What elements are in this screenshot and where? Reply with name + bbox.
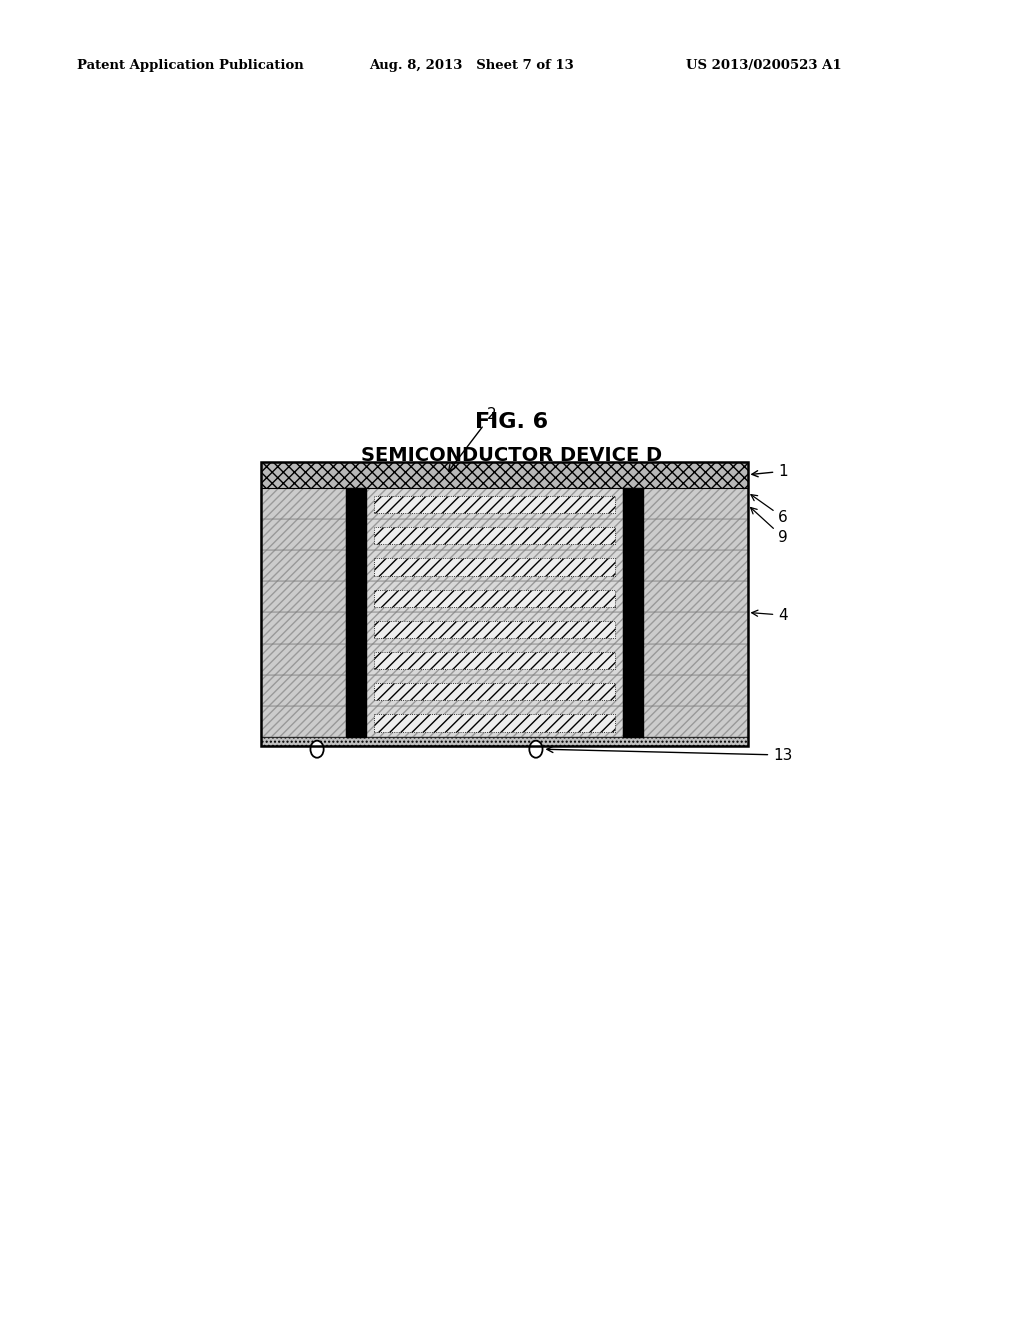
Text: 6: 6 (751, 495, 788, 525)
Bar (261, 462, 748, 746)
Bar (643, 487, 748, 519)
Text: US 2013/0200523 A1: US 2013/0200523 A1 (686, 59, 842, 73)
Bar (643, 644, 748, 675)
Bar (261, 519, 346, 550)
Bar (346, 487, 366, 738)
Bar (374, 558, 615, 576)
Text: Aug. 8, 2013   Sheet 7 of 13: Aug. 8, 2013 Sheet 7 of 13 (369, 59, 573, 73)
Bar (643, 581, 748, 612)
Bar (624, 487, 643, 738)
Bar (374, 527, 615, 544)
Bar (261, 581, 346, 612)
Bar (643, 550, 748, 581)
Bar (261, 462, 748, 487)
Bar (261, 550, 346, 581)
Text: FIG. 6: FIG. 6 (475, 412, 549, 433)
Bar (366, 706, 624, 738)
Bar (261, 487, 346, 519)
Bar (366, 644, 624, 675)
Bar (374, 620, 615, 638)
Bar (366, 519, 624, 550)
Bar (643, 675, 748, 706)
Bar (261, 706, 346, 738)
Bar (366, 487, 624, 519)
Bar (261, 644, 346, 675)
Text: 9: 9 (751, 507, 788, 545)
Bar (374, 590, 615, 607)
Bar (374, 652, 615, 669)
Bar (366, 675, 624, 706)
Text: 4: 4 (752, 607, 787, 623)
Bar (366, 612, 624, 644)
Text: 2: 2 (449, 408, 497, 471)
Bar (643, 519, 748, 550)
Bar (374, 684, 615, 701)
Bar (374, 714, 615, 731)
Bar (366, 550, 624, 581)
Bar (643, 706, 748, 738)
Text: SEMICONDUCTOR DEVICE D: SEMICONDUCTOR DEVICE D (361, 446, 663, 465)
Bar (374, 496, 615, 513)
Bar (261, 738, 748, 746)
Bar (261, 675, 346, 706)
Bar (261, 612, 346, 644)
Circle shape (310, 741, 324, 758)
Text: Patent Application Publication: Patent Application Publication (77, 59, 303, 73)
Text: 13: 13 (547, 746, 793, 763)
Circle shape (529, 741, 543, 758)
Bar (366, 581, 624, 612)
Text: 1: 1 (752, 463, 787, 479)
Bar (643, 612, 748, 644)
